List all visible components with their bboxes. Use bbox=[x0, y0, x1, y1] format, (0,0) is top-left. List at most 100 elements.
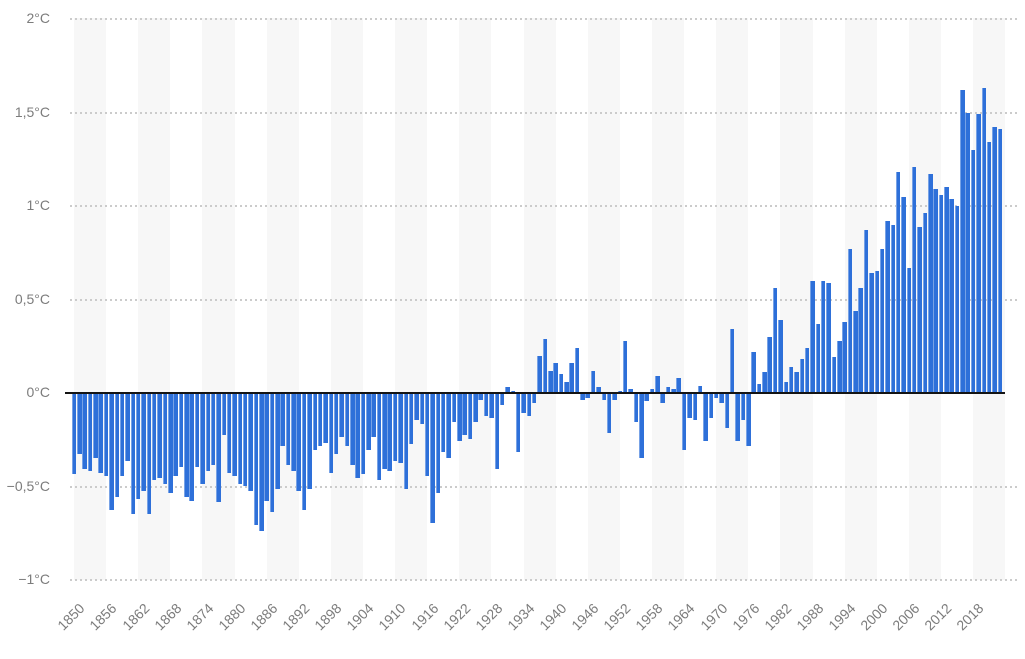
bar-1870[interactable] bbox=[178, 394, 184, 467]
bar-1953[interactable] bbox=[622, 340, 628, 393]
bar-2007[interactable] bbox=[911, 166, 917, 393]
bar-1974[interactable] bbox=[735, 394, 740, 441]
bar-1979[interactable] bbox=[762, 372, 767, 393]
bar-1967[interactable] bbox=[697, 385, 703, 393]
bar-1978[interactable] bbox=[756, 383, 762, 393]
bar-1922[interactable] bbox=[457, 394, 462, 441]
bar-1991[interactable] bbox=[826, 282, 831, 393]
bar-1987[interactable] bbox=[804, 348, 810, 393]
bar-1886[interactable] bbox=[264, 394, 269, 501]
bar-2001[interactable] bbox=[879, 249, 885, 393]
bar-1990[interactable] bbox=[820, 280, 826, 393]
bar-1914[interactable] bbox=[414, 394, 419, 421]
bar-1855[interactable] bbox=[98, 394, 103, 473]
bar-1878[interactable] bbox=[221, 394, 227, 436]
bar-1950[interactable] bbox=[606, 394, 612, 434]
bar-2022[interactable] bbox=[992, 127, 997, 393]
bar-1899[interactable] bbox=[333, 394, 339, 454]
bar-1956[interactable] bbox=[639, 394, 644, 458]
bar-1871[interactable] bbox=[184, 394, 189, 497]
bar-1957[interactable] bbox=[644, 394, 649, 402]
bar-1981[interactable] bbox=[772, 288, 778, 393]
bar-1851[interactable] bbox=[77, 394, 82, 454]
bar-1985[interactable] bbox=[794, 372, 799, 393]
bar-1943[interactable] bbox=[569, 363, 574, 393]
bar-1976[interactable] bbox=[746, 394, 751, 447]
bar-1924[interactable] bbox=[467, 394, 473, 439]
bar-1902[interactable] bbox=[350, 394, 355, 466]
bar-2004[interactable] bbox=[895, 172, 901, 393]
bar-1863[interactable] bbox=[141, 394, 146, 492]
bar-1955[interactable] bbox=[633, 394, 639, 423]
bar-1970[interactable] bbox=[713, 394, 719, 398]
bar-1898[interactable] bbox=[328, 394, 334, 473]
bar-2023[interactable] bbox=[997, 129, 1003, 393]
bar-2008[interactable] bbox=[917, 226, 922, 393]
bar-1888[interactable] bbox=[275, 394, 280, 490]
bar-2010[interactable] bbox=[928, 174, 933, 393]
bar-1877[interactable] bbox=[216, 394, 221, 503]
bar-1936[interactable] bbox=[531, 394, 537, 404]
bar-1894[interactable] bbox=[307, 394, 312, 490]
bar-1939[interactable] bbox=[548, 370, 553, 393]
bar-2016[interactable] bbox=[960, 90, 965, 393]
bar-1850[interactable] bbox=[71, 394, 77, 475]
bar-1881[interactable] bbox=[237, 394, 243, 484]
bar-2018[interactable] bbox=[970, 149, 976, 393]
bar-1890[interactable] bbox=[285, 394, 291, 466]
bar-1913[interactable] bbox=[408, 394, 414, 445]
bar-1867[interactable] bbox=[162, 394, 168, 484]
bar-1963[interactable] bbox=[676, 378, 681, 393]
bar-1897[interactable] bbox=[323, 394, 328, 443]
bar-1929[interactable] bbox=[494, 394, 499, 469]
bar-1954[interactable] bbox=[628, 389, 633, 393]
bar-1968[interactable] bbox=[703, 394, 708, 441]
bar-1996[interactable] bbox=[853, 310, 858, 393]
bar-1942[interactable] bbox=[564, 381, 569, 393]
bar-1921[interactable] bbox=[451, 394, 457, 423]
bar-1862[interactable] bbox=[135, 394, 141, 499]
bar-1923[interactable] bbox=[462, 394, 467, 436]
bar-1854[interactable] bbox=[93, 394, 98, 458]
bar-1994[interactable] bbox=[842, 321, 847, 393]
bar-1988[interactable] bbox=[810, 280, 815, 393]
bar-1879[interactable] bbox=[226, 394, 232, 473]
bar-1993[interactable] bbox=[837, 340, 842, 393]
bar-2003[interactable] bbox=[890, 224, 896, 393]
bar-1962[interactable] bbox=[671, 389, 676, 393]
bar-1975[interactable] bbox=[740, 394, 746, 421]
bar-1977[interactable] bbox=[751, 351, 756, 393]
bar-1998[interactable] bbox=[863, 230, 869, 393]
bar-1927[interactable] bbox=[483, 394, 489, 417]
bar-1866[interactable] bbox=[157, 394, 162, 479]
bar-2019[interactable] bbox=[976, 114, 981, 393]
bar-1903[interactable] bbox=[355, 394, 360, 479]
bar-1887[interactable] bbox=[269, 394, 275, 512]
bar-1884[interactable] bbox=[253, 394, 259, 525]
bar-1951[interactable] bbox=[612, 394, 617, 400]
bar-1928[interactable] bbox=[489, 394, 494, 419]
bar-2005[interactable] bbox=[901, 196, 906, 393]
bar-2002[interactable] bbox=[885, 220, 890, 393]
bar-1858[interactable] bbox=[114, 394, 120, 497]
bar-1980[interactable] bbox=[767, 336, 772, 393]
bar-1906[interactable] bbox=[371, 394, 376, 437]
bar-1982[interactable] bbox=[778, 320, 783, 393]
bar-1895[interactable] bbox=[312, 394, 318, 451]
bar-1874[interactable] bbox=[200, 394, 205, 484]
bar-1949[interactable] bbox=[601, 394, 607, 400]
bar-1937[interactable] bbox=[537, 355, 542, 393]
bar-1934[interactable] bbox=[521, 394, 526, 413]
bar-1944[interactable] bbox=[574, 348, 580, 393]
bar-1852[interactable] bbox=[82, 394, 87, 469]
bar-1959[interactable] bbox=[655, 376, 660, 393]
bar-1984[interactable] bbox=[788, 366, 794, 393]
bar-1904[interactable] bbox=[360, 394, 366, 475]
bar-1873[interactable] bbox=[194, 394, 200, 467]
bar-1905[interactable] bbox=[366, 394, 371, 451]
bar-1882[interactable] bbox=[242, 394, 248, 486]
bar-1999[interactable] bbox=[869, 273, 874, 393]
bar-2012[interactable] bbox=[938, 194, 944, 393]
bar-1917[interactable] bbox=[430, 394, 435, 524]
bar-1880[interactable] bbox=[232, 394, 237, 477]
